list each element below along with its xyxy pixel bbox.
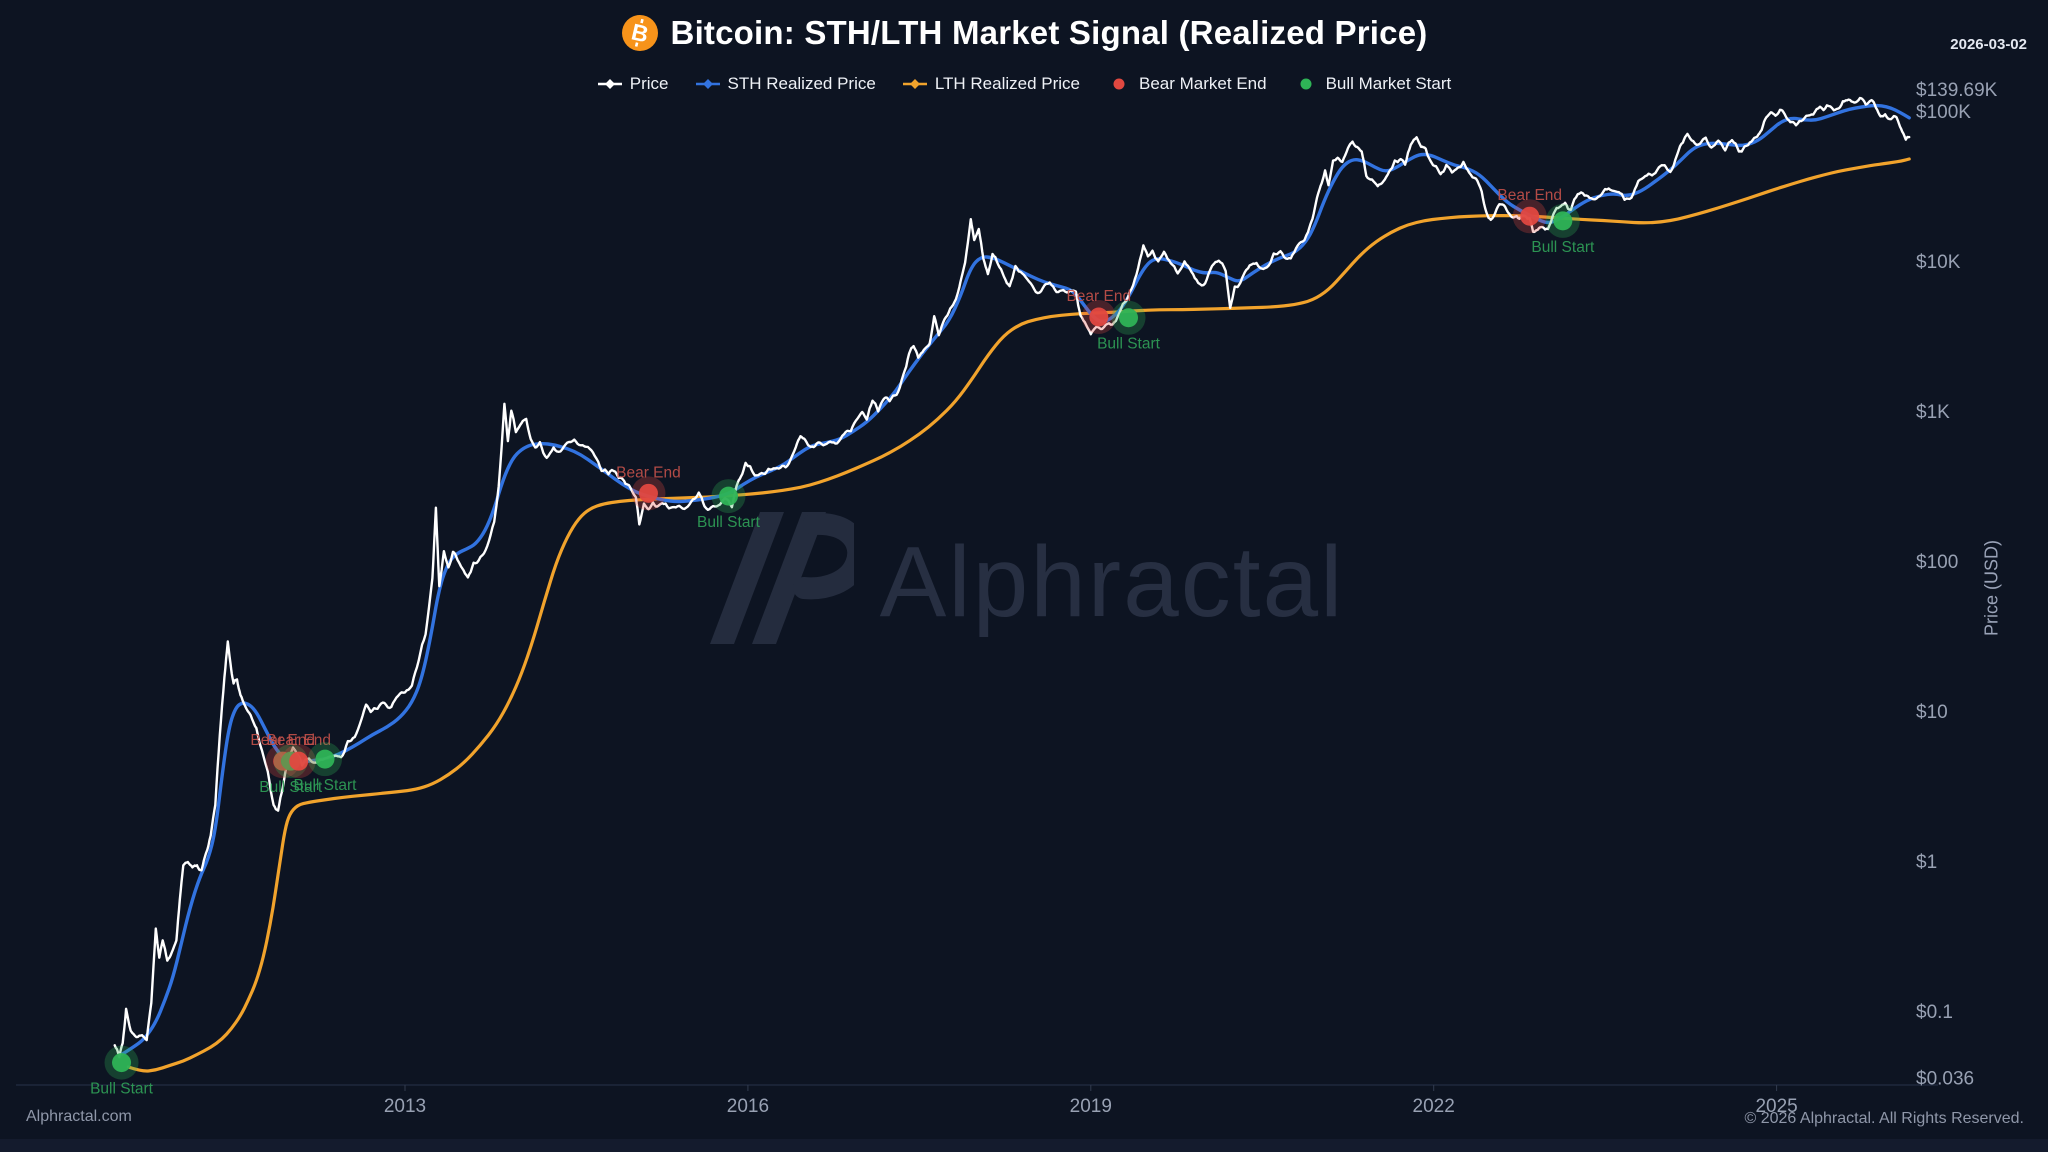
lth-line — [126, 157, 1911, 1073]
bear-market-end-marker[interactable] — [289, 751, 309, 771]
y-tick-label: $0.036 — [1916, 1069, 1974, 1090]
legend-item-sth-realized-price[interactable]: STH Realized Price — [695, 74, 876, 94]
legend-item-bear-market-end[interactable]: Bear Market End — [1106, 74, 1267, 94]
marker-label: Bull Start — [90, 1081, 154, 1098]
bull-market-start-marker[interactable] — [112, 1053, 132, 1073]
legend-item-label: Bull Market Start — [1325, 74, 1452, 93]
y-tick-label: $1K — [1916, 402, 1950, 423]
title-row: B Bitcoin: STH/LTH Market Signal (Realiz… — [0, 14, 2048, 52]
x-tick-label: 2022 — [1413, 1096, 1455, 1117]
y-tick-label: $0.1 — [1916, 1002, 1953, 1023]
legend-item-price[interactable]: Price — [597, 74, 669, 94]
marker-label: Bull Start — [259, 779, 323, 796]
y-tick-label: $139.69K — [1916, 80, 1998, 101]
bull-market-start-marker[interactable] — [718, 486, 738, 506]
price-line — [113, 96, 1911, 1059]
bitcoin-icon: B — [621, 14, 659, 52]
y-tick-label: $1 — [1916, 852, 1937, 873]
legend-item-label: LTH Realized Price — [934, 74, 1081, 93]
svg-text:B: B — [629, 18, 651, 47]
marker-label: Bull Start — [294, 777, 358, 794]
marker-label: Bull Start — [1097, 336, 1161, 353]
marker-label: Bear End — [616, 464, 681, 481]
bear-market-end-marker[interactable] — [1089, 307, 1109, 327]
y-tick-label: $100K — [1916, 102, 1971, 123]
bottom-bar — [0, 1139, 2048, 1152]
sth-line — [119, 103, 1911, 1057]
marker-label: Bull Start — [697, 514, 761, 531]
legend-line-diamond-icon — [902, 79, 927, 89]
legend-item-label: STH Realized Price — [727, 74, 876, 93]
legend-line-diamond-icon — [597, 79, 622, 89]
legend-item-lth-realized-price[interactable]: LTH Realized Price — [902, 74, 1080, 94]
x-tick-label: 2025 — [1755, 1096, 1797, 1117]
bull-market-start-marker[interactable] — [1553, 211, 1573, 231]
x-tick-label: 2013 — [384, 1096, 426, 1117]
y-tick-label: $10K — [1916, 252, 1961, 273]
y-tick-label: $10 — [1916, 702, 1948, 723]
legend-item-bull-market-start[interactable]: Bull Market Start — [1293, 74, 1452, 94]
bull-market-start-marker[interactable] — [1119, 308, 1139, 328]
footer-copyright: © 2026 Alphractal. All Rights Reserved. — [1744, 1110, 2025, 1127]
marker-label: Bear End — [266, 732, 331, 749]
page-title: Bitcoin: STH/LTH Market Signal (Realized… — [670, 14, 1428, 51]
bear-market-end-marker[interactable] — [638, 483, 658, 503]
x-tick-label: 2016 — [727, 1096, 769, 1117]
legend-dot-icon — [1113, 78, 1125, 90]
legend-line-diamond-icon — [695, 79, 720, 89]
legend-item-label: Bear Market End — [1139, 74, 1267, 93]
legend: Price STH Realized Price LTH Realized Pric… — [0, 74, 2048, 94]
y-tick-label: $100 — [1916, 552, 1958, 573]
y-axis-title: Price (USD) — [1981, 539, 2002, 637]
legend-item-label: Price — [629, 74, 669, 93]
bull-market-start-marker[interactable] — [315, 749, 335, 769]
marker-label: Bear End — [250, 732, 315, 749]
marker-label: Bull Start — [1531, 239, 1595, 256]
footer-site-link[interactable]: Alphractal.com — [26, 1108, 132, 1125]
bear-market-end-marker[interactable] — [1520, 206, 1540, 226]
x-tick-label: 2019 — [1070, 1096, 1112, 1117]
date-label: 2026-03-02 — [1950, 36, 2027, 53]
legend-dot-icon — [1300, 78, 1312, 90]
marker-label: Bear End — [1497, 187, 1562, 204]
marker-label: Bear End — [1066, 288, 1131, 305]
